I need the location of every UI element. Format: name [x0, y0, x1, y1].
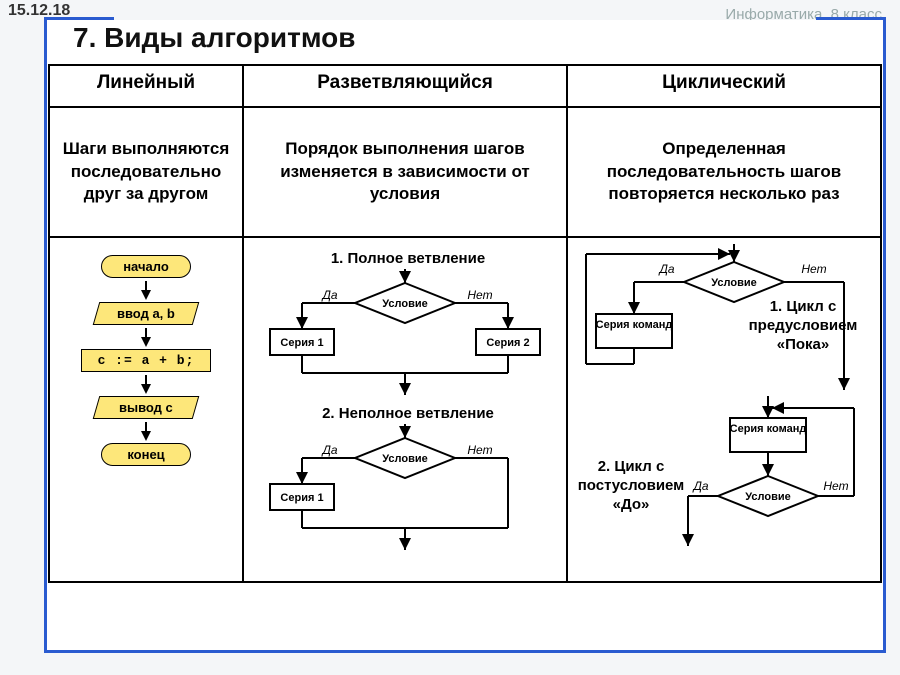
- desc-linear: Шаги выполняются последовательно друг за…: [49, 107, 243, 237]
- svg-text:Да: Да: [320, 288, 337, 302]
- svg-text:Серия 2: Серия 2: [486, 337, 529, 349]
- svg-text:Серия 1: Серия 1: [280, 337, 323, 349]
- full-branch-svg: Условие Да Нет Серия 1 Серия 2: [252, 269, 558, 399]
- svg-text:Условие: Условие: [382, 298, 427, 310]
- svg-text:Да: Да: [691, 479, 708, 493]
- diagram-linear: начало ввод a, b c := a + b; вывод c кон…: [49, 237, 243, 582]
- node-end: конец: [101, 443, 191, 466]
- svg-text:Условие: Условие: [382, 453, 427, 465]
- partial-branch-title: 2. Неполное ветвление: [258, 405, 558, 422]
- svg-text:Серия 1: Серия 1: [280, 492, 323, 504]
- col-header-branch: Разветвляющийся: [243, 65, 567, 107]
- svg-text:Условие: Условие: [711, 277, 756, 289]
- col-header-loop: Циклический: [567, 65, 881, 107]
- svg-text:Да: Да: [320, 443, 337, 457]
- svg-text:Серия команд: Серия команд: [596, 319, 673, 331]
- node-output: вывод c: [93, 396, 200, 419]
- page-title: 7. Виды алгоритмов: [73, 22, 355, 54]
- algorithms-table: Линейный Разветвляющийся Циклический Шаг…: [48, 64, 882, 583]
- svg-text:Серия команд: Серия команд: [730, 423, 807, 435]
- desc-branch: Порядок выполнения шагов изменяется в за…: [243, 107, 567, 237]
- node-input: ввод a, b: [93, 302, 200, 325]
- svg-text:Нет: Нет: [823, 479, 848, 493]
- diagram-branch: 1. Полное ветвление Условие Да Нет Серия…: [243, 237, 567, 582]
- node-process: c := a + b;: [81, 349, 211, 372]
- node-start: начало: [101, 255, 191, 278]
- svg-text:Условие: Условие: [745, 491, 790, 503]
- svg-text:Нет: Нет: [467, 443, 492, 457]
- desc-loop: Определенная последовательность шагов по…: [567, 107, 881, 237]
- partial-branch-svg: Условие Да Нет Серия 1: [252, 424, 558, 554]
- pre-loop-title: 1. Цикл с предусловием «Пока»: [738, 298, 868, 354]
- diagram-loop: Условие Да Нет Серия команд 1. Цикл с пр…: [567, 237, 881, 582]
- svg-text:Нет: Нет: [801, 262, 826, 276]
- col-header-linear: Линейный: [49, 65, 243, 107]
- post-loop-svg: Серия команд Условие Да Нет: [568, 396, 868, 566]
- svg-text:Нет: Нет: [467, 288, 492, 302]
- full-branch-title: 1. Полное ветвление: [258, 250, 558, 267]
- svg-text:Да: Да: [657, 262, 674, 276]
